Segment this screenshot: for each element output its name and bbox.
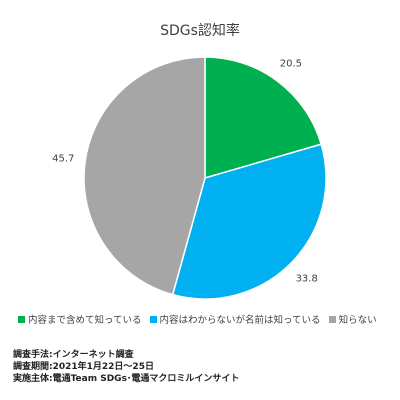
legend-item: 内容はわからないが名前は知っている bbox=[149, 312, 321, 326]
pie-slice-1 bbox=[171, 143, 327, 300]
legend-swatch-0 bbox=[18, 315, 25, 323]
legend-label-1: 内容はわからないが名前は知っている bbox=[159, 315, 321, 326]
legend-swatch-2 bbox=[328, 315, 336, 323]
pie-data-labels: 20.5 33.8 45.7 bbox=[52, 59, 318, 285]
data-label-1: 33.8 bbox=[296, 274, 318, 285]
survey-notes: 調査手法:インターネット調査 調査期間:2021年1月22日～25日 実施主体:… bbox=[13, 349, 239, 385]
pie-slice-0 bbox=[204, 56, 323, 179]
chart-legend: 内容まで含めて知っている 内容はわからないが名前は知っている 知らない bbox=[18, 312, 398, 326]
data-label-2: 45.7 bbox=[52, 154, 74, 165]
legend-item: 知らない bbox=[328, 312, 377, 326]
legend-label-2: 知らない bbox=[338, 315, 377, 326]
legend-label-0: 内容まで含めて知っている bbox=[28, 315, 142, 326]
chart-title: SDGs認知率 bbox=[160, 23, 240, 39]
survey-organizer: 実施主体:電通Team SDGs･電通マクロミルインサイト bbox=[13, 374, 240, 384]
pie-slices bbox=[83, 56, 327, 300]
survey-period: 調査期間:2021年1月22日～25日 bbox=[13, 362, 154, 372]
survey-method: 調査手法:インターネット調査 bbox=[13, 350, 134, 360]
legend-item: 内容まで含めて知っている bbox=[18, 312, 142, 326]
legend-swatch-1 bbox=[149, 315, 157, 323]
data-label-0: 20.5 bbox=[280, 59, 302, 70]
pie-slice-2 bbox=[83, 56, 206, 296]
